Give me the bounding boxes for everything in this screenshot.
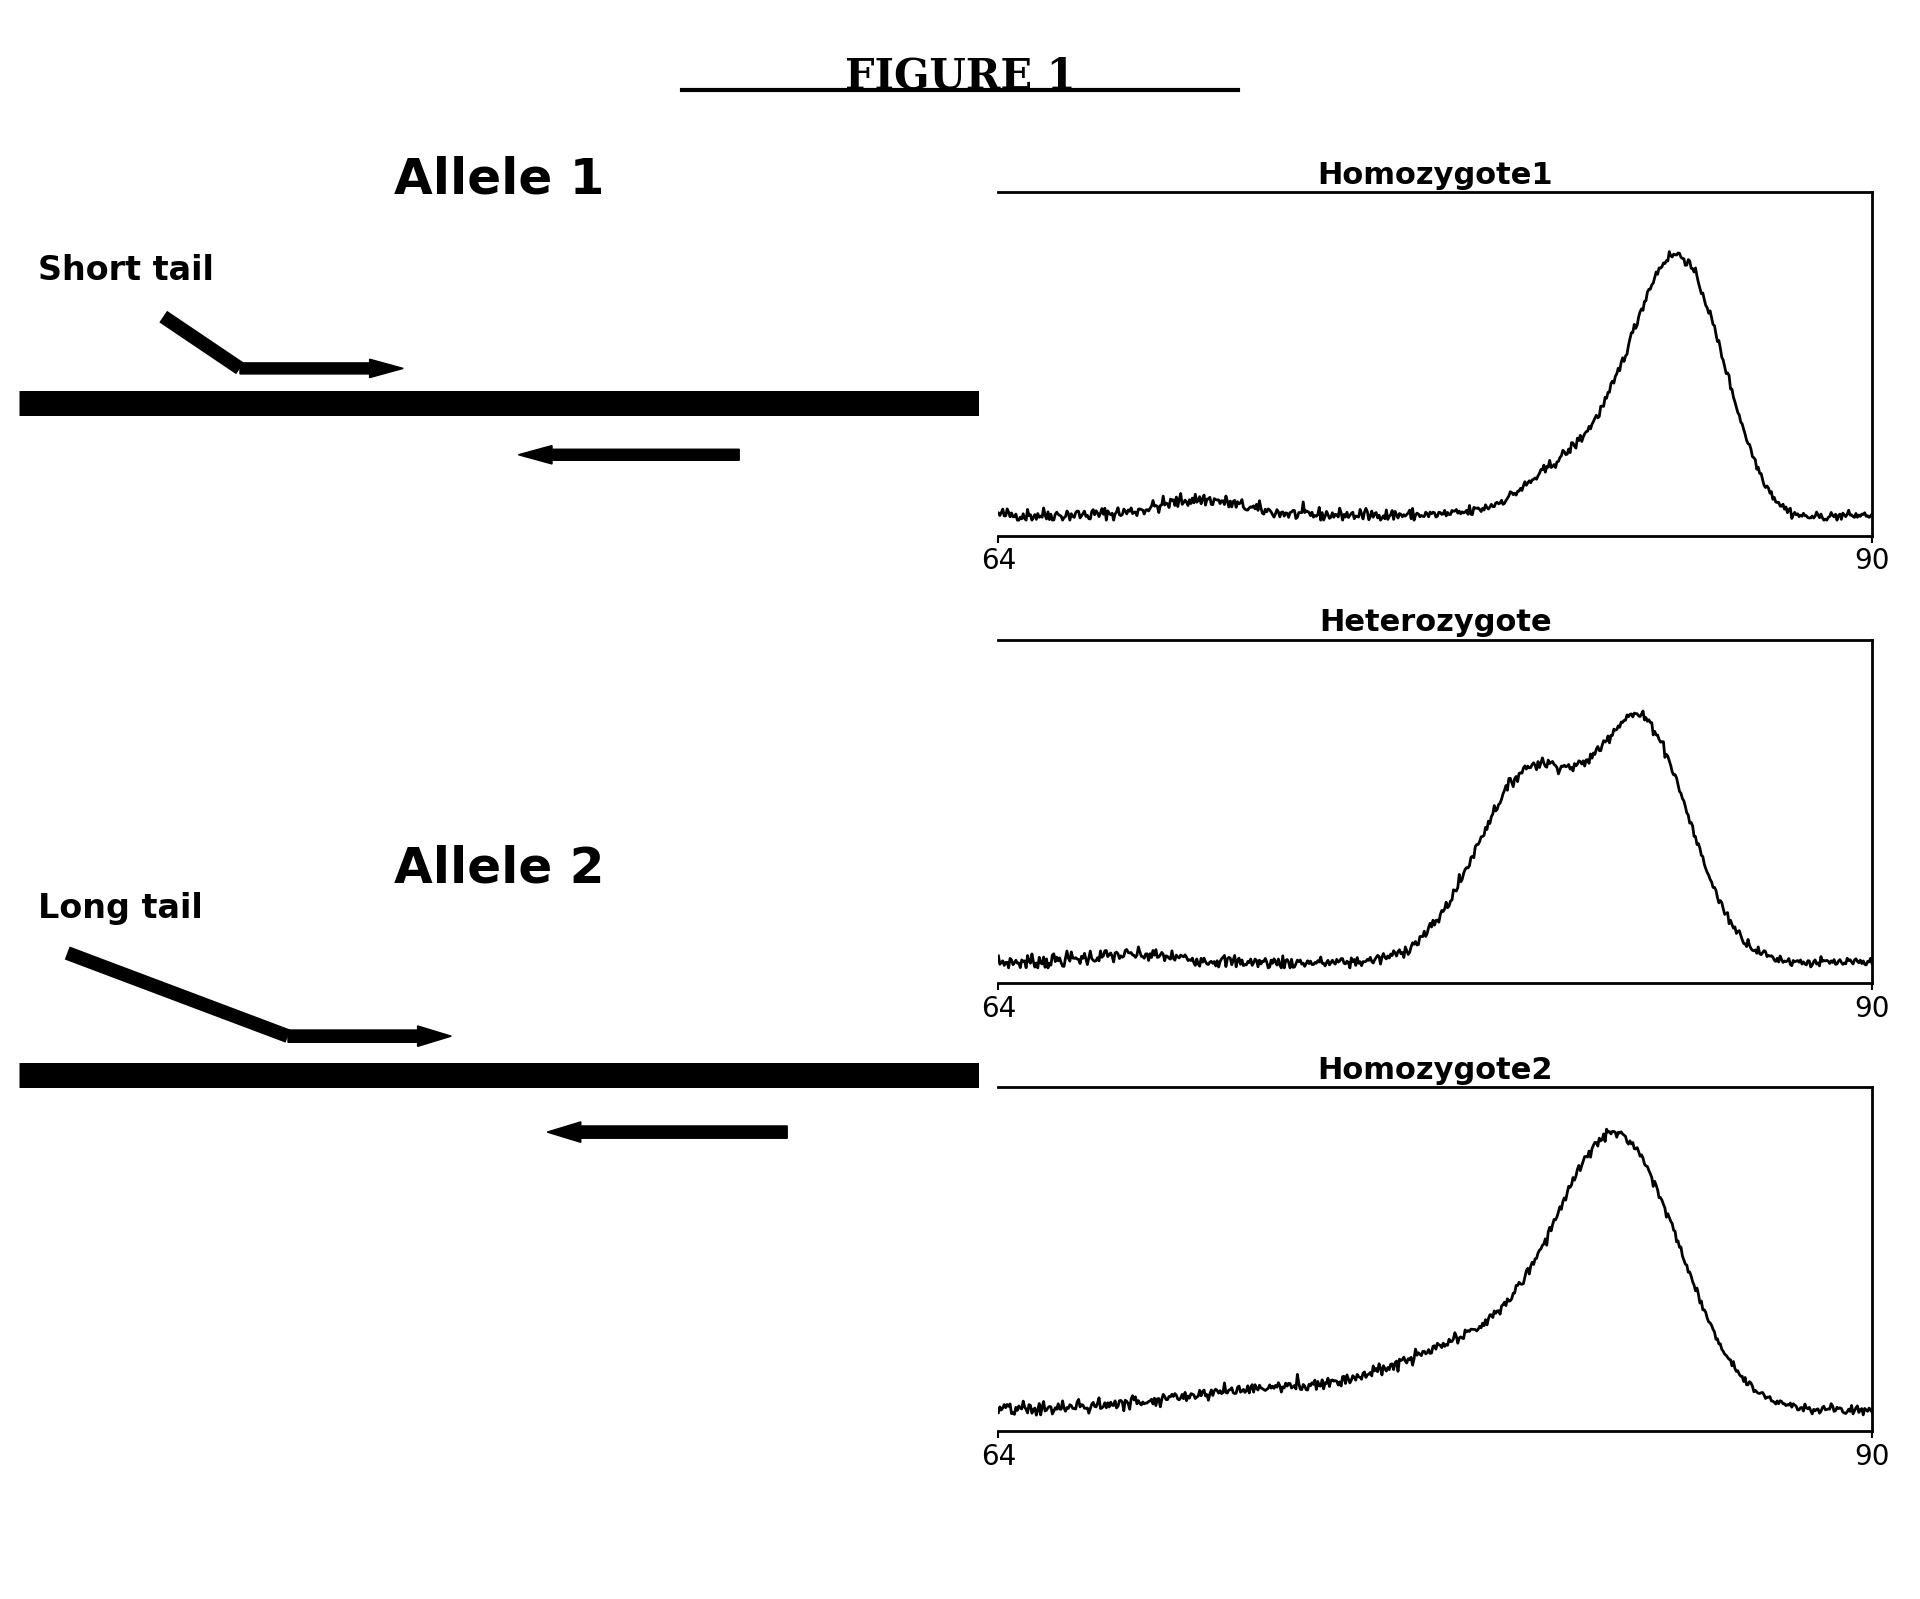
FancyArrow shape [288,1027,451,1046]
Text: FIGURE 1: FIGURE 1 [845,56,1075,98]
Text: Allele 1: Allele 1 [394,155,605,203]
Title: Homozygote1: Homozygote1 [1317,160,1553,190]
Text: Long tail: Long tail [38,892,204,924]
Title: Homozygote2: Homozygote2 [1317,1055,1553,1086]
FancyArrow shape [547,1122,787,1142]
Text: Short tail: Short tail [38,254,215,288]
Title: Heterozygote: Heterozygote [1319,608,1551,638]
FancyArrow shape [518,446,739,464]
FancyArrow shape [240,360,403,377]
Text: Allele 2: Allele 2 [394,844,605,892]
